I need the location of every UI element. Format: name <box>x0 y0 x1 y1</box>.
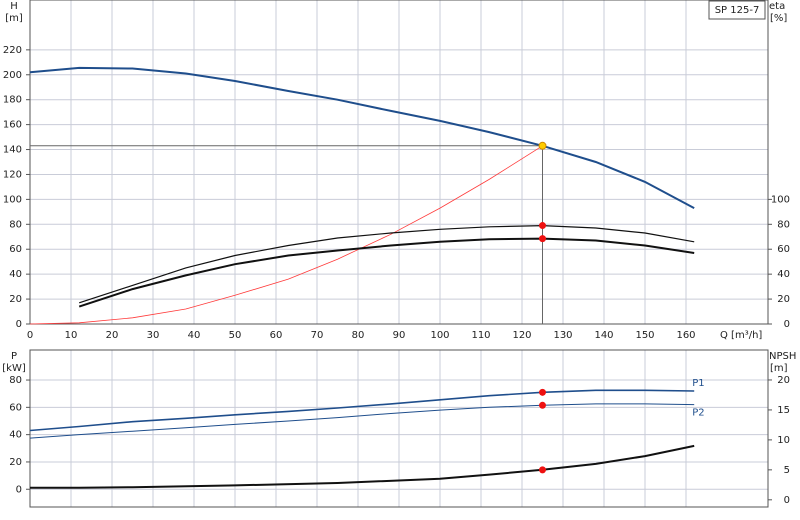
y2-tick-label: 60 <box>777 244 790 255</box>
x-tick-label: 20 <box>106 330 119 341</box>
x-tick-label: 50 <box>229 330 242 341</box>
x-tick-label: 110 <box>471 330 490 341</box>
x-tick-label: 100 <box>430 330 449 341</box>
y2-tick-label: 15 <box>777 405 790 416</box>
y2-tick-label: 20 <box>777 375 790 386</box>
x-axis-label: Q [m³/h] <box>720 330 762 341</box>
y2-tick-label: 80 <box>777 219 790 230</box>
y2-tick-label: 20 <box>777 294 790 305</box>
y-axis-unit: [m] <box>5 13 23 24</box>
y-axis-label: P <box>11 351 17 362</box>
legend-box <box>708 0 766 20</box>
y-tick-label: 60 <box>9 244 22 255</box>
curve <box>29 145 543 325</box>
operating-point <box>539 401 546 409</box>
x-tick-label: 140 <box>594 330 613 341</box>
y-axis-unit: [kW] <box>2 363 26 374</box>
y-tick-label: 100 <box>3 194 22 205</box>
x-tick-label: 30 <box>147 330 160 341</box>
y-tick-label: 40 <box>9 430 22 441</box>
y2-tick-label: 5 <box>784 465 790 476</box>
x-tick-label: 80 <box>352 330 365 341</box>
x-tick-label: 130 <box>553 330 572 341</box>
operating-point <box>539 388 546 396</box>
x-tick-label: 90 <box>393 330 406 341</box>
x-tick-label: 150 <box>635 330 654 341</box>
y-tick-label: 20 <box>9 294 22 305</box>
x-tick-label: 0 <box>27 330 33 341</box>
y2-tick-label: 40 <box>777 269 790 280</box>
y-tick-label: 220 <box>3 45 22 56</box>
y2-tick-label: 0 <box>784 319 790 330</box>
operating-point <box>539 235 546 243</box>
y-tick-label: 120 <box>3 169 22 180</box>
y-axis-label: H <box>10 1 18 12</box>
curve <box>29 403 695 439</box>
y-tick-label: 200 <box>3 70 22 81</box>
operating-point <box>539 222 546 230</box>
y2-axis-unit: [m] <box>770 363 788 374</box>
legend-label: SP 125-7 <box>715 5 760 16</box>
x-tick-label: 40 <box>188 330 201 341</box>
y2-axis-label: NPSH <box>769 351 796 362</box>
y2-axis-label: eta <box>769 1 785 12</box>
y2-tick-label: 0 <box>784 495 790 506</box>
y2-tick-label: 10 <box>777 435 790 446</box>
plot-frame <box>29 349 769 508</box>
curve <box>29 66 695 209</box>
y-tick-label: 180 <box>3 95 22 106</box>
curve <box>79 224 695 304</box>
y2-axis-unit: [%] <box>770 13 787 24</box>
y-tick-label: 80 <box>9 375 22 386</box>
curve <box>30 444 695 489</box>
y-tick-label: 80 <box>9 219 22 230</box>
y-tick-label: 140 <box>3 145 22 156</box>
x-tick-label: 120 <box>512 330 531 341</box>
y-tick-label: 40 <box>9 269 22 280</box>
x-tick-label: 60 <box>270 330 283 341</box>
plot-frame <box>29 0 769 325</box>
x-tick-label: 70 <box>311 330 324 341</box>
y-tick-label: 0 <box>16 484 22 495</box>
y-tick-label: 20 <box>9 457 22 468</box>
operating-point <box>538 141 547 150</box>
curve <box>29 389 695 432</box>
series-label: P2 <box>692 408 704 419</box>
x-tick-label: 160 <box>676 330 695 341</box>
y-tick-label: 60 <box>9 402 22 413</box>
x-tick-label: 10 <box>65 330 78 341</box>
y-tick-label: 0 <box>16 319 22 330</box>
operating-point <box>539 466 546 474</box>
curve <box>78 237 695 308</box>
y2-tick-label: 100 <box>771 194 790 205</box>
y-tick-label: 160 <box>3 120 22 131</box>
series-label: P1 <box>692 378 704 389</box>
